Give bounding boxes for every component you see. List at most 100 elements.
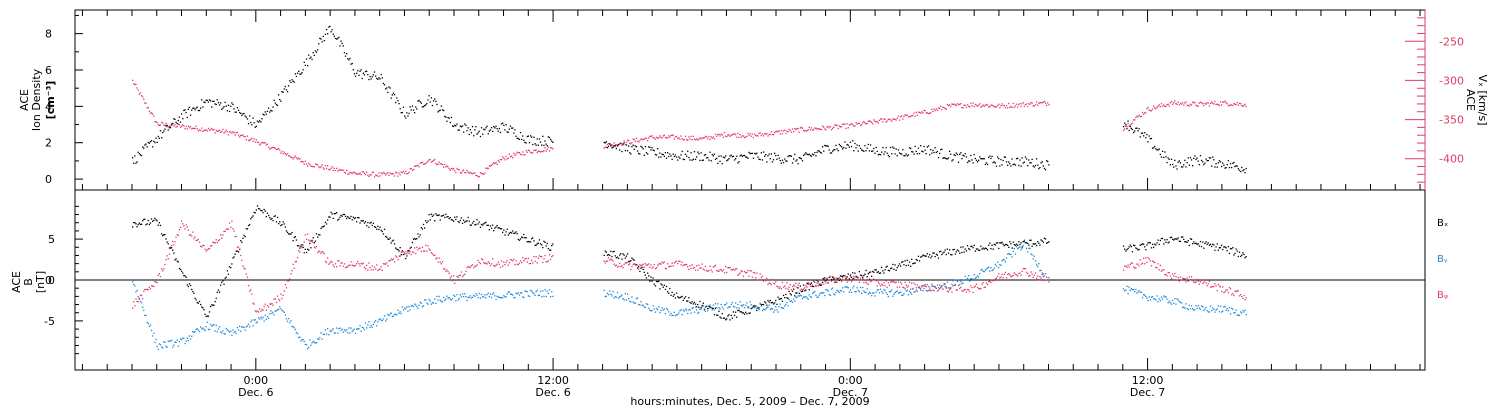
data-point-s12-144: [292, 263, 294, 265]
data-point-s1-305: [471, 173, 474, 175]
data-point-s12-371: [545, 261, 547, 263]
data-point-s1-381: [606, 143, 609, 146]
data-point-s11-267: [429, 300, 431, 302]
data-point-s12-815: [1164, 274, 1166, 276]
data-point-s11-758: [1027, 251, 1029, 253]
data-point-s0-214: [370, 78, 372, 80]
data-point-s0-690: [951, 160, 953, 162]
data-point-s12-482: [719, 269, 721, 271]
data-point-s12-424: [654, 268, 657, 270]
data-point-s10-256: [417, 233, 419, 235]
data-point-s0-689: [950, 153, 952, 155]
data-point-s1-190: [343, 171, 346, 173]
data-point-s10-830: [1180, 236, 1183, 238]
data-point-s11-805: [1153, 298, 1155, 300]
data-point-s11-383: [609, 290, 611, 292]
data-point-s1-148: [296, 158, 299, 160]
data-point-s11-451: [684, 308, 687, 310]
data-point-s11-93: [235, 332, 237, 334]
data-point-s11-255: [416, 305, 418, 308]
data-point-s0-765: [1034, 164, 1037, 167]
data-point-s1-159: [309, 164, 311, 166]
data-point-s1-604: [855, 122, 857, 124]
data-point-s12-521: [762, 280, 765, 282]
data-point-s12-661: [918, 286, 921, 288]
data-point-s0-606: [857, 150, 859, 152]
data-point-s0-114: [259, 120, 261, 122]
data-point-s11-626: [879, 288, 882, 290]
data-point-s11-590: [839, 289, 842, 292]
data-point-s12-227: [385, 263, 387, 265]
data-point-s0-620: [873, 147, 875, 150]
data-point-s12-497: [736, 268, 738, 270]
data-point-s12-109: [253, 303, 255, 305]
data-point-s1-236: [395, 171, 397, 173]
data-point-s11-642: [897, 292, 900, 294]
data-point-s1-69: [208, 129, 211, 131]
data-point-s10-639: [894, 264, 896, 266]
data-point-s1-193: [347, 173, 349, 175]
data-point-s10-759: [1028, 244, 1030, 246]
data-point-s0-2: [134, 155, 136, 157]
data-point-s1-228: [386, 173, 388, 175]
data-point-s0-64: [203, 101, 205, 103]
data-point-s1-730: [995, 106, 998, 108]
data-point-s10-758: [1027, 242, 1029, 245]
data-point-s10-694: [955, 251, 957, 253]
data-point-s0-759: [1028, 159, 1030, 161]
data-point-s11-146: [294, 328, 296, 331]
data-point-s10-719: [983, 248, 985, 250]
data-point-s10-174: [325, 223, 328, 225]
data-point-s0-158: [308, 54, 310, 56]
data-point-s1-775: [1046, 104, 1048, 106]
data-point-s11-11: [144, 314, 146, 316]
data-point-s12-539: [782, 286, 785, 288]
data-point-s11-583: [832, 287, 834, 289]
data-point-s0-639: [894, 153, 896, 155]
data-point-s0-727: [992, 162, 994, 164]
data-point-s10-691: [952, 249, 954, 251]
data-point-s12-783: [1128, 266, 1130, 268]
data-point-s11-260: [421, 306, 424, 308]
data-point-s11-97: [240, 330, 242, 332]
data-point-s0-609: [861, 149, 863, 151]
data-point-s1-194: [348, 173, 350, 175]
data-point-s12-349: [521, 261, 523, 264]
data-point-s11-650: [906, 289, 908, 292]
data-point-s12-374: [548, 254, 551, 256]
data-point-s12-321: [489, 265, 492, 267]
data-point-s12-278: [441, 261, 444, 263]
data-point-s10-396: [623, 254, 625, 256]
data-point-s0-122: [268, 107, 270, 109]
data-point-s0-474: [710, 160, 712, 162]
data-point-s1-734: [1000, 104, 1002, 107]
data-point-s11-343: [514, 296, 516, 299]
data-point-s10-20: [154, 217, 156, 219]
data-point-s1-529: [771, 133, 774, 136]
data-point-s1-370: [544, 147, 546, 149]
data-point-s1-410: [639, 139, 641, 142]
data-point-s11-438: [670, 312, 672, 315]
data-point-s11-188: [341, 328, 343, 330]
data-point-s10-826: [1176, 238, 1178, 240]
data-point-s11-658: [915, 287, 917, 289]
data-point-s0-40: [176, 122, 178, 125]
x-tick-label-2: 0:00: [838, 374, 863, 387]
data-point-s0-265: [427, 99, 429, 101]
data-point-s12-660: [917, 286, 920, 289]
data-point-s0-502: [741, 155, 743, 157]
data-point-s10-562: [808, 289, 810, 291]
data-point-s1-837: [1188, 105, 1190, 107]
data-point-s1-72: [212, 129, 214, 131]
data-point-s11-480: [717, 303, 719, 305]
data-point-s0-9: [142, 146, 144, 148]
data-point-s10-280: [444, 216, 446, 219]
data-point-s12-38: [174, 241, 176, 243]
data-point-s1-500: [739, 134, 741, 136]
data-point-s12-331: [500, 260, 503, 262]
data-point-s10-882: [1238, 251, 1241, 253]
data-point-s1-121: [266, 143, 269, 145]
data-point-s0-735: [1001, 164, 1003, 166]
data-point-s0-769: [1039, 166, 1041, 169]
data-point-s0-843: [1195, 158, 1197, 161]
